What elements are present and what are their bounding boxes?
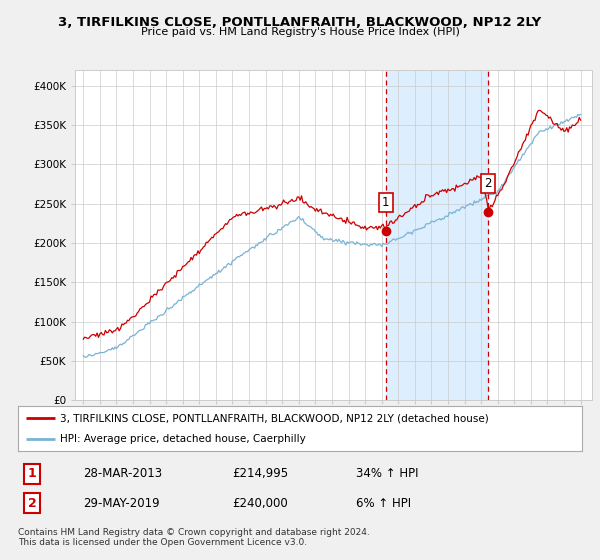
Text: 2: 2 bbox=[28, 497, 37, 510]
Bar bbox=[386, 70, 488, 400]
Text: 3, TIRFILKINS CLOSE, PONTLLANFRAITH, BLACKWOOD, NP12 2LY: 3, TIRFILKINS CLOSE, PONTLLANFRAITH, BLA… bbox=[58, 16, 542, 29]
Text: Contains HM Land Registry data © Crown copyright and database right 2024.
This d: Contains HM Land Registry data © Crown c… bbox=[18, 528, 370, 547]
Text: 6% ↑ HPI: 6% ↑ HPI bbox=[356, 497, 412, 510]
Text: £240,000: £240,000 bbox=[232, 497, 288, 510]
Text: 2: 2 bbox=[484, 176, 492, 190]
Text: 1: 1 bbox=[382, 196, 389, 209]
Text: £214,995: £214,995 bbox=[232, 468, 289, 480]
Text: 29-MAY-2019: 29-MAY-2019 bbox=[83, 497, 160, 510]
Text: 28-MAR-2013: 28-MAR-2013 bbox=[83, 468, 162, 480]
Text: Price paid vs. HM Land Registry's House Price Index (HPI): Price paid vs. HM Land Registry's House … bbox=[140, 27, 460, 37]
Text: 1: 1 bbox=[28, 468, 37, 480]
Text: HPI: Average price, detached house, Caerphilly: HPI: Average price, detached house, Caer… bbox=[60, 433, 306, 444]
Text: 3, TIRFILKINS CLOSE, PONTLLANFRAITH, BLACKWOOD, NP12 2LY (detached house): 3, TIRFILKINS CLOSE, PONTLLANFRAITH, BLA… bbox=[60, 413, 489, 423]
Text: 34% ↑ HPI: 34% ↑ HPI bbox=[356, 468, 419, 480]
